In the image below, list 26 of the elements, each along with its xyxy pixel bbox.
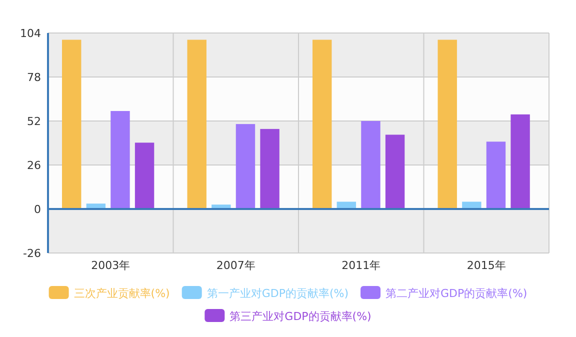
x-tick-label: 2011年 [342,259,381,272]
legend-label: 三次产业贡献率(%) [74,287,170,300]
y-tick-label: 52 [27,115,41,128]
bar [134,142,154,209]
bar [361,121,380,209]
y-tick-label: 104 [20,27,41,40]
x-tick-label: 2003年 [91,259,130,272]
x-tick-label: 2015年 [466,259,506,272]
bar [312,40,332,209]
bar [236,124,256,209]
bar [62,40,82,209]
bar [110,111,130,209]
y-tick-label: 26 [27,159,41,172]
y-tick-label: 0 [34,203,41,216]
bar [260,128,280,209]
bar [486,142,506,209]
bar [438,40,457,209]
bar [385,134,405,209]
x-tick-label: 2007年 [216,259,256,272]
legend-label: 第二产业对GDP的贡献率(%) [386,287,528,300]
legend-label: 第三产业对GDP的贡献率(%) [230,310,372,323]
bar [510,114,530,209]
y-tick-label: -26 [23,247,41,260]
bar [187,40,206,209]
y-tick-label: 78 [27,71,41,84]
legend-label: 第一产业对GDP的贡献率(%) [206,287,349,300]
